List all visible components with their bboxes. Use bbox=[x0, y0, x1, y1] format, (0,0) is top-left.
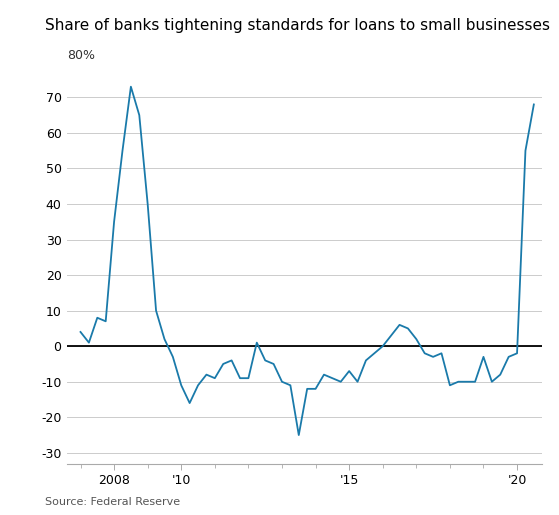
Text: Share of banks tightening standards for loans to small businesses: Share of banks tightening standards for … bbox=[45, 18, 549, 33]
Text: 80%: 80% bbox=[67, 49, 95, 62]
Text: Source: Federal Reserve: Source: Federal Reserve bbox=[45, 497, 180, 507]
